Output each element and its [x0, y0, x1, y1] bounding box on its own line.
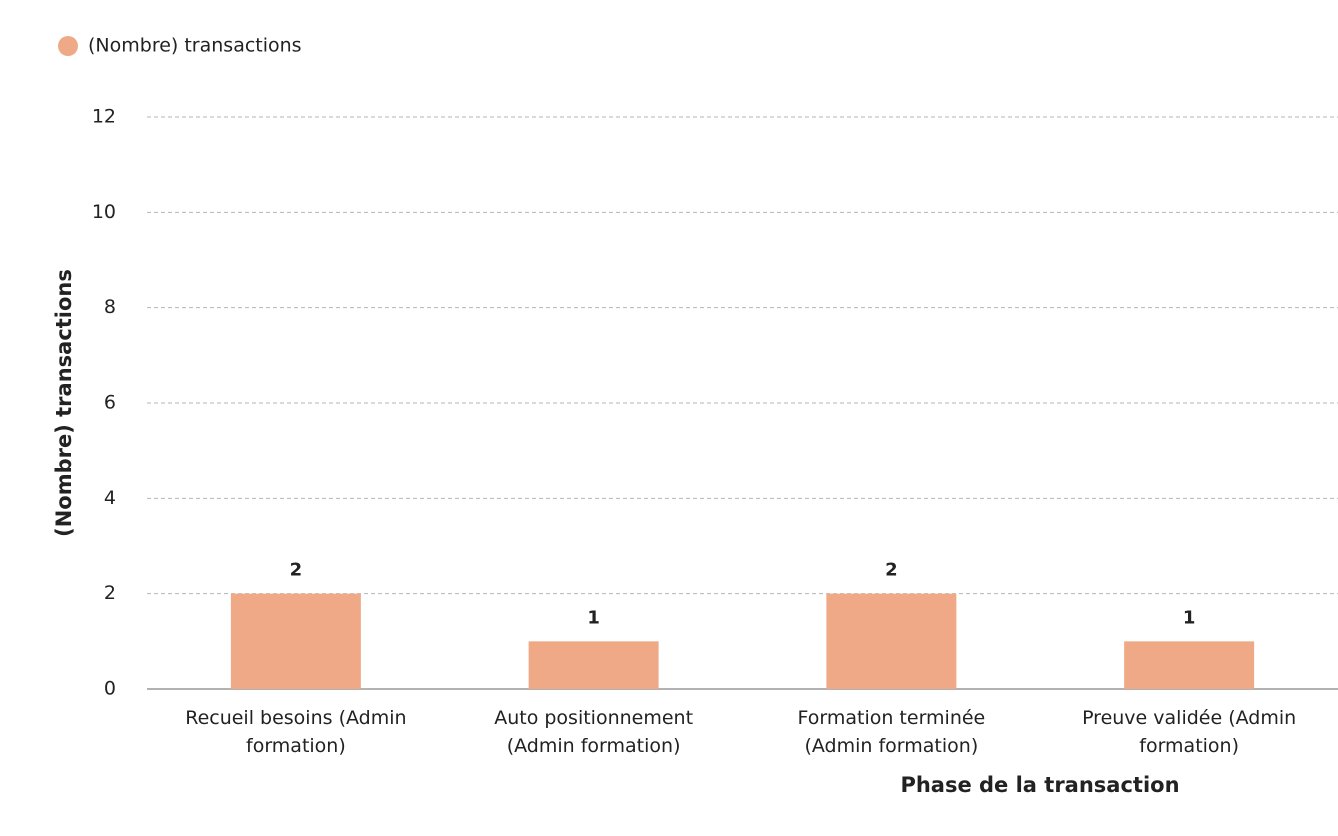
legend-label: (Nombre) transactions — [88, 35, 302, 57]
x-tick-label: Recueil besoins (Admin formation) — [185, 707, 407, 757]
data-label: 2 — [290, 560, 303, 581]
y-tick-label: 4 — [104, 487, 116, 509]
data-label: 2 — [885, 560, 898, 581]
x-tick-label: Auto positionnement (Admin formation) — [494, 707, 694, 757]
x-axis-title: Phase de la transaction — [900, 773, 1179, 797]
y-tick-label: 2 — [104, 582, 116, 604]
bar — [230, 593, 361, 689]
y-tick-label: 0 — [104, 678, 116, 700]
data-label: 1 — [587, 607, 600, 628]
bar — [528, 641, 659, 689]
x-tick-label: Preuve validée (Admin formation) — [1082, 707, 1297, 757]
y-tick-label: 8 — [104, 296, 116, 318]
y-axis-title: (Nombre) transactions — [52, 269, 76, 537]
legend-marker — [58, 36, 78, 56]
y-tick-label: 6 — [104, 392, 116, 414]
bar — [826, 593, 957, 689]
bar — [1124, 641, 1255, 689]
y-tick-label: 10 — [92, 201, 116, 223]
x-tick-label: Formation terminée (Admin formation) — [797, 707, 986, 757]
data-label: 1 — [1183, 607, 1196, 628]
y-tick-label: 12 — [92, 106, 116, 128]
